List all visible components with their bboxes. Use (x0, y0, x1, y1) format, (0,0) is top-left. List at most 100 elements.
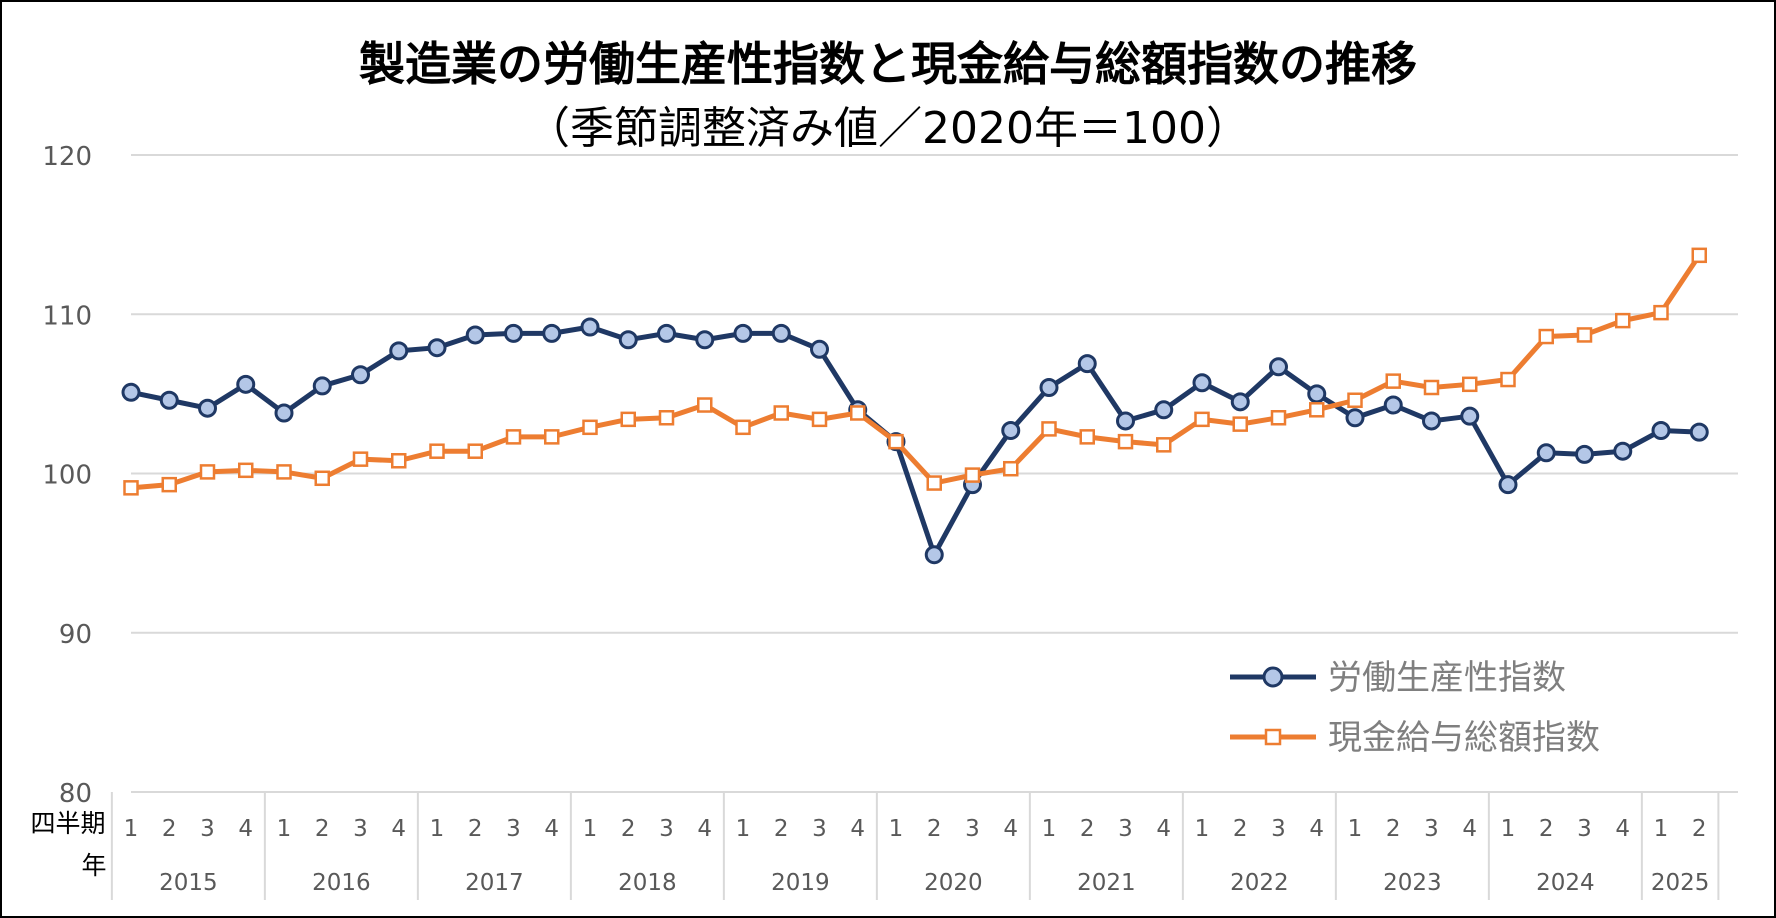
data-point (810, 339, 829, 359)
data-point (1462, 376, 1478, 393)
data-point (735, 419, 751, 436)
data-point (542, 323, 562, 343)
data-point (1347, 392, 1363, 408)
data-point (274, 403, 294, 423)
x-tick-quarter: 2 (1233, 816, 1248, 842)
data-point (926, 475, 942, 491)
data-point (1309, 402, 1325, 418)
x-tick-quarter: 4 (1003, 816, 1018, 842)
data-point (771, 323, 791, 343)
x-tick-year: 2021 (1077, 870, 1136, 896)
legend-label: 現金給与総額指数 (1328, 718, 1600, 758)
data-point (1156, 437, 1172, 453)
data-point (1039, 378, 1059, 398)
data-point (429, 443, 445, 459)
data-point (121, 382, 141, 402)
data-point (1536, 443, 1556, 463)
y-tick-label: 120 (42, 142, 92, 172)
x-tick-quarter: 1 (430, 816, 445, 842)
data-point (1613, 441, 1633, 461)
data-point (658, 410, 675, 426)
data-point (697, 397, 713, 413)
x-tick-quarter: 3 (200, 816, 215, 842)
y-tick-label: 110 (42, 301, 92, 331)
data-point (850, 405, 866, 421)
data-point (1232, 416, 1248, 432)
x-tick-quarter: 4 (697, 816, 712, 842)
data-point (1116, 411, 1135, 431)
data-point (276, 464, 292, 480)
x-tick-quarter: 1 (1195, 816, 1210, 842)
data-point (1615, 312, 1631, 329)
legend-marker (1264, 728, 1282, 746)
x-tick-quarter: 1 (1654, 816, 1669, 842)
data-point (1003, 460, 1019, 477)
x-tick-quarter: 1 (1501, 816, 1516, 842)
data-point (1385, 373, 1401, 389)
x-tick-year: 2015 (159, 870, 218, 896)
data-point (1077, 354, 1097, 374)
data-point (389, 341, 409, 361)
gridlines (131, 154, 1738, 793)
x-tick-quarter: 4 (238, 816, 253, 842)
x-tick-quarter: 3 (506, 816, 521, 842)
data-point (657, 323, 676, 343)
y-tick-label: 90 (59, 620, 92, 650)
data-point (1691, 247, 1707, 264)
x-tick-quarter: 4 (1615, 816, 1630, 842)
data-point (352, 451, 369, 467)
x-tick-quarter: 1 (583, 816, 598, 842)
data-point (312, 376, 332, 396)
data-point (580, 317, 600, 337)
x-tick-year: 2018 (618, 870, 677, 896)
x-tick-quarter: 3 (812, 816, 827, 842)
data-point (620, 411, 636, 428)
data-point (1307, 384, 1327, 404)
data-point (1192, 373, 1212, 393)
x-tick-quarter: 2 (1080, 816, 1095, 842)
x-tick-quarter: 3 (353, 816, 368, 842)
data-point (1653, 304, 1669, 321)
data-point (1154, 400, 1174, 420)
x-tick-year: 2024 (1536, 870, 1595, 896)
data-point (1651, 421, 1671, 441)
data-point (1117, 433, 1134, 450)
data-point (1538, 328, 1554, 345)
data-point (1576, 327, 1593, 343)
data-point (811, 411, 828, 428)
x-tick-year: 2020 (924, 870, 983, 896)
x-tick-quarter: 2 (621, 816, 636, 842)
x-tick-year: 2019 (771, 870, 830, 896)
x-tick-quarter: 2 (1386, 816, 1401, 842)
data-point (1460, 406, 1480, 426)
data-point (1230, 392, 1250, 412)
x-tick-year: 2022 (1230, 870, 1289, 896)
data-point (1041, 421, 1057, 437)
data-point (1270, 410, 1287, 426)
y-axis: 80 90 100 110 120 (42, 142, 92, 809)
x-tick-quarter: 1 (1348, 816, 1363, 842)
data-point (238, 462, 254, 479)
x-tick-quarter: 1 (889, 816, 904, 842)
x-tick-quarter: 3 (1424, 816, 1439, 842)
data-point (505, 429, 522, 445)
x-tick-quarter: 3 (1577, 816, 1592, 842)
x-tick-quarter: 4 (850, 816, 865, 842)
chart-subtitle: （季節調整済み値／2020年＝100） (526, 103, 1250, 154)
x-tick-year: 2025 (1651, 870, 1710, 896)
data-point (236, 374, 256, 394)
data-point (1383, 395, 1403, 415)
row-label-year: 年 (81, 851, 106, 880)
legend-marker (1262, 666, 1284, 688)
data-point (924, 545, 944, 565)
data-point (888, 433, 904, 450)
x-tick-quarter: 3 (965, 816, 980, 842)
x-tick-quarter: 2 (162, 816, 177, 842)
x-tick-quarter: 1 (124, 816, 139, 842)
data-point (504, 323, 523, 343)
data-point (465, 325, 485, 345)
